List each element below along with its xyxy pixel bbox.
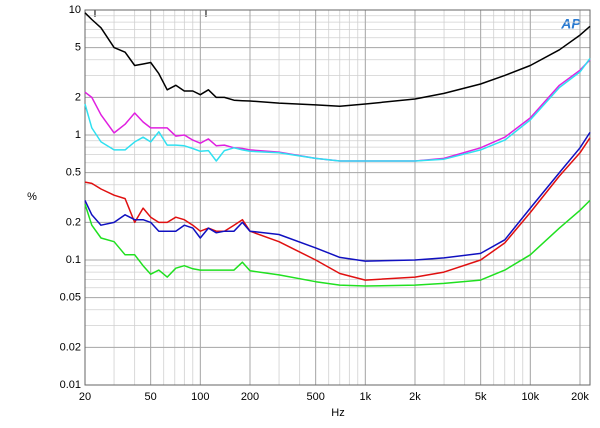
logo: AP [560, 16, 581, 32]
annotation: T [92, 8, 99, 20]
x-tick-label: 50 [145, 391, 157, 403]
y-tick-label: 0.05 [60, 292, 81, 304]
y-tick-label: 0.1 [66, 254, 81, 266]
x-tick-label: 10k [521, 391, 539, 403]
x-tick-label: 20 [79, 391, 91, 403]
y-tick-label: 0.2 [66, 216, 81, 228]
y-tick-label: 0.01 [60, 379, 81, 391]
x-tick-label: 20k [571, 391, 589, 403]
data-line [84, 131, 591, 262]
data-line [84, 12, 591, 107]
x-tick-label: 200 [241, 391, 259, 403]
x-tick-label: 5k [475, 391, 487, 403]
y-tick-label: 0.5 [66, 167, 81, 179]
y-tick-label: 10 [69, 4, 81, 16]
y-tick-label: 0.02 [60, 341, 81, 353]
x-axis-label: Hz [331, 407, 344, 419]
data-line [84, 59, 591, 162]
y-tick-label: 2 [75, 91, 81, 103]
x-tick-label: 2k [409, 391, 421, 403]
data-line [84, 199, 591, 287]
plot-border [84, 9, 591, 386]
y-axis-label: % [27, 191, 37, 203]
y-tick-label: 5 [75, 42, 81, 54]
x-tick-label: 100 [191, 391, 209, 403]
annotation: T [203, 8, 210, 20]
x-tick-label: 1k [360, 391, 372, 403]
data-line [84, 57, 591, 162]
x-tick-label: 500 [306, 391, 324, 403]
y-tick-label: 1 [75, 129, 81, 141]
